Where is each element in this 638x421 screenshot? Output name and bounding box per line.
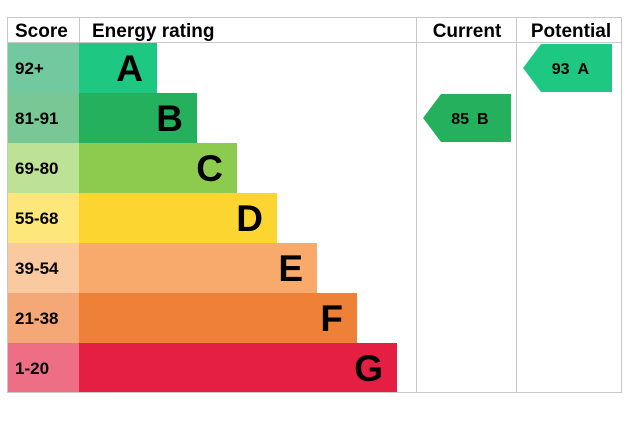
band-letter-a: A — [116, 48, 143, 89]
band-bar-e — [79, 243, 317, 293]
band-letter-g: G — [354, 348, 383, 389]
score-range-c: 69-80 — [15, 159, 58, 178]
score-range-g: 1-20 — [15, 359, 49, 378]
current-rating-band: B — [477, 111, 489, 128]
score-range-d: 55-68 — [15, 209, 58, 228]
header-row: Score Energy rating Current Potential — [15, 21, 611, 42]
band-bar-a — [79, 43, 157, 93]
score-cell-g — [8, 343, 79, 393]
score-range-a: 92+ — [15, 59, 44, 78]
band-bar-f — [79, 293, 357, 343]
rating-bands: 92+ A 81-91 B 69-80 C 55-68 D 39-54 E 21-38 F 1-20 G — [8, 43, 397, 393]
current-rating-pointer — [423, 94, 511, 142]
score-cell-b — [8, 93, 79, 143]
band-letter-e: E — [278, 248, 303, 289]
score-cell-d — [8, 193, 79, 243]
score-range-b: 81-91 — [15, 109, 58, 128]
band-letter-b: B — [156, 98, 183, 139]
band-letter-f: F — [320, 298, 343, 339]
header-score: Score — [15, 21, 68, 42]
header-potential: Potential — [531, 21, 611, 42]
band-bar-b — [79, 93, 197, 143]
header-energy-rating: Energy rating — [92, 21, 214, 42]
band-bar-g — [79, 343, 397, 393]
band-letter-d: D — [236, 198, 263, 239]
score-cell-a — [8, 43, 79, 93]
score-cell-c — [8, 143, 79, 193]
score-range-e: 39-54 — [15, 259, 59, 278]
band-bar-d — [79, 193, 277, 243]
band-bar-c — [79, 143, 237, 193]
band-letter-c: C — [196, 148, 223, 189]
current-rating-value: 85 — [451, 111, 469, 128]
potential-rating-band: A — [578, 61, 590, 78]
rating-pointers: 85 B 93 A — [423, 44, 612, 142]
table-gridlines — [7, 17, 622, 393]
potential-rating-value: 93 — [552, 61, 570, 78]
score-range-f: 21-38 — [15, 309, 58, 328]
header-current: Current — [433, 21, 502, 42]
score-cell-e — [8, 243, 79, 293]
score-cell-f — [8, 293, 79, 343]
potential-rating-pointer — [523, 44, 612, 92]
